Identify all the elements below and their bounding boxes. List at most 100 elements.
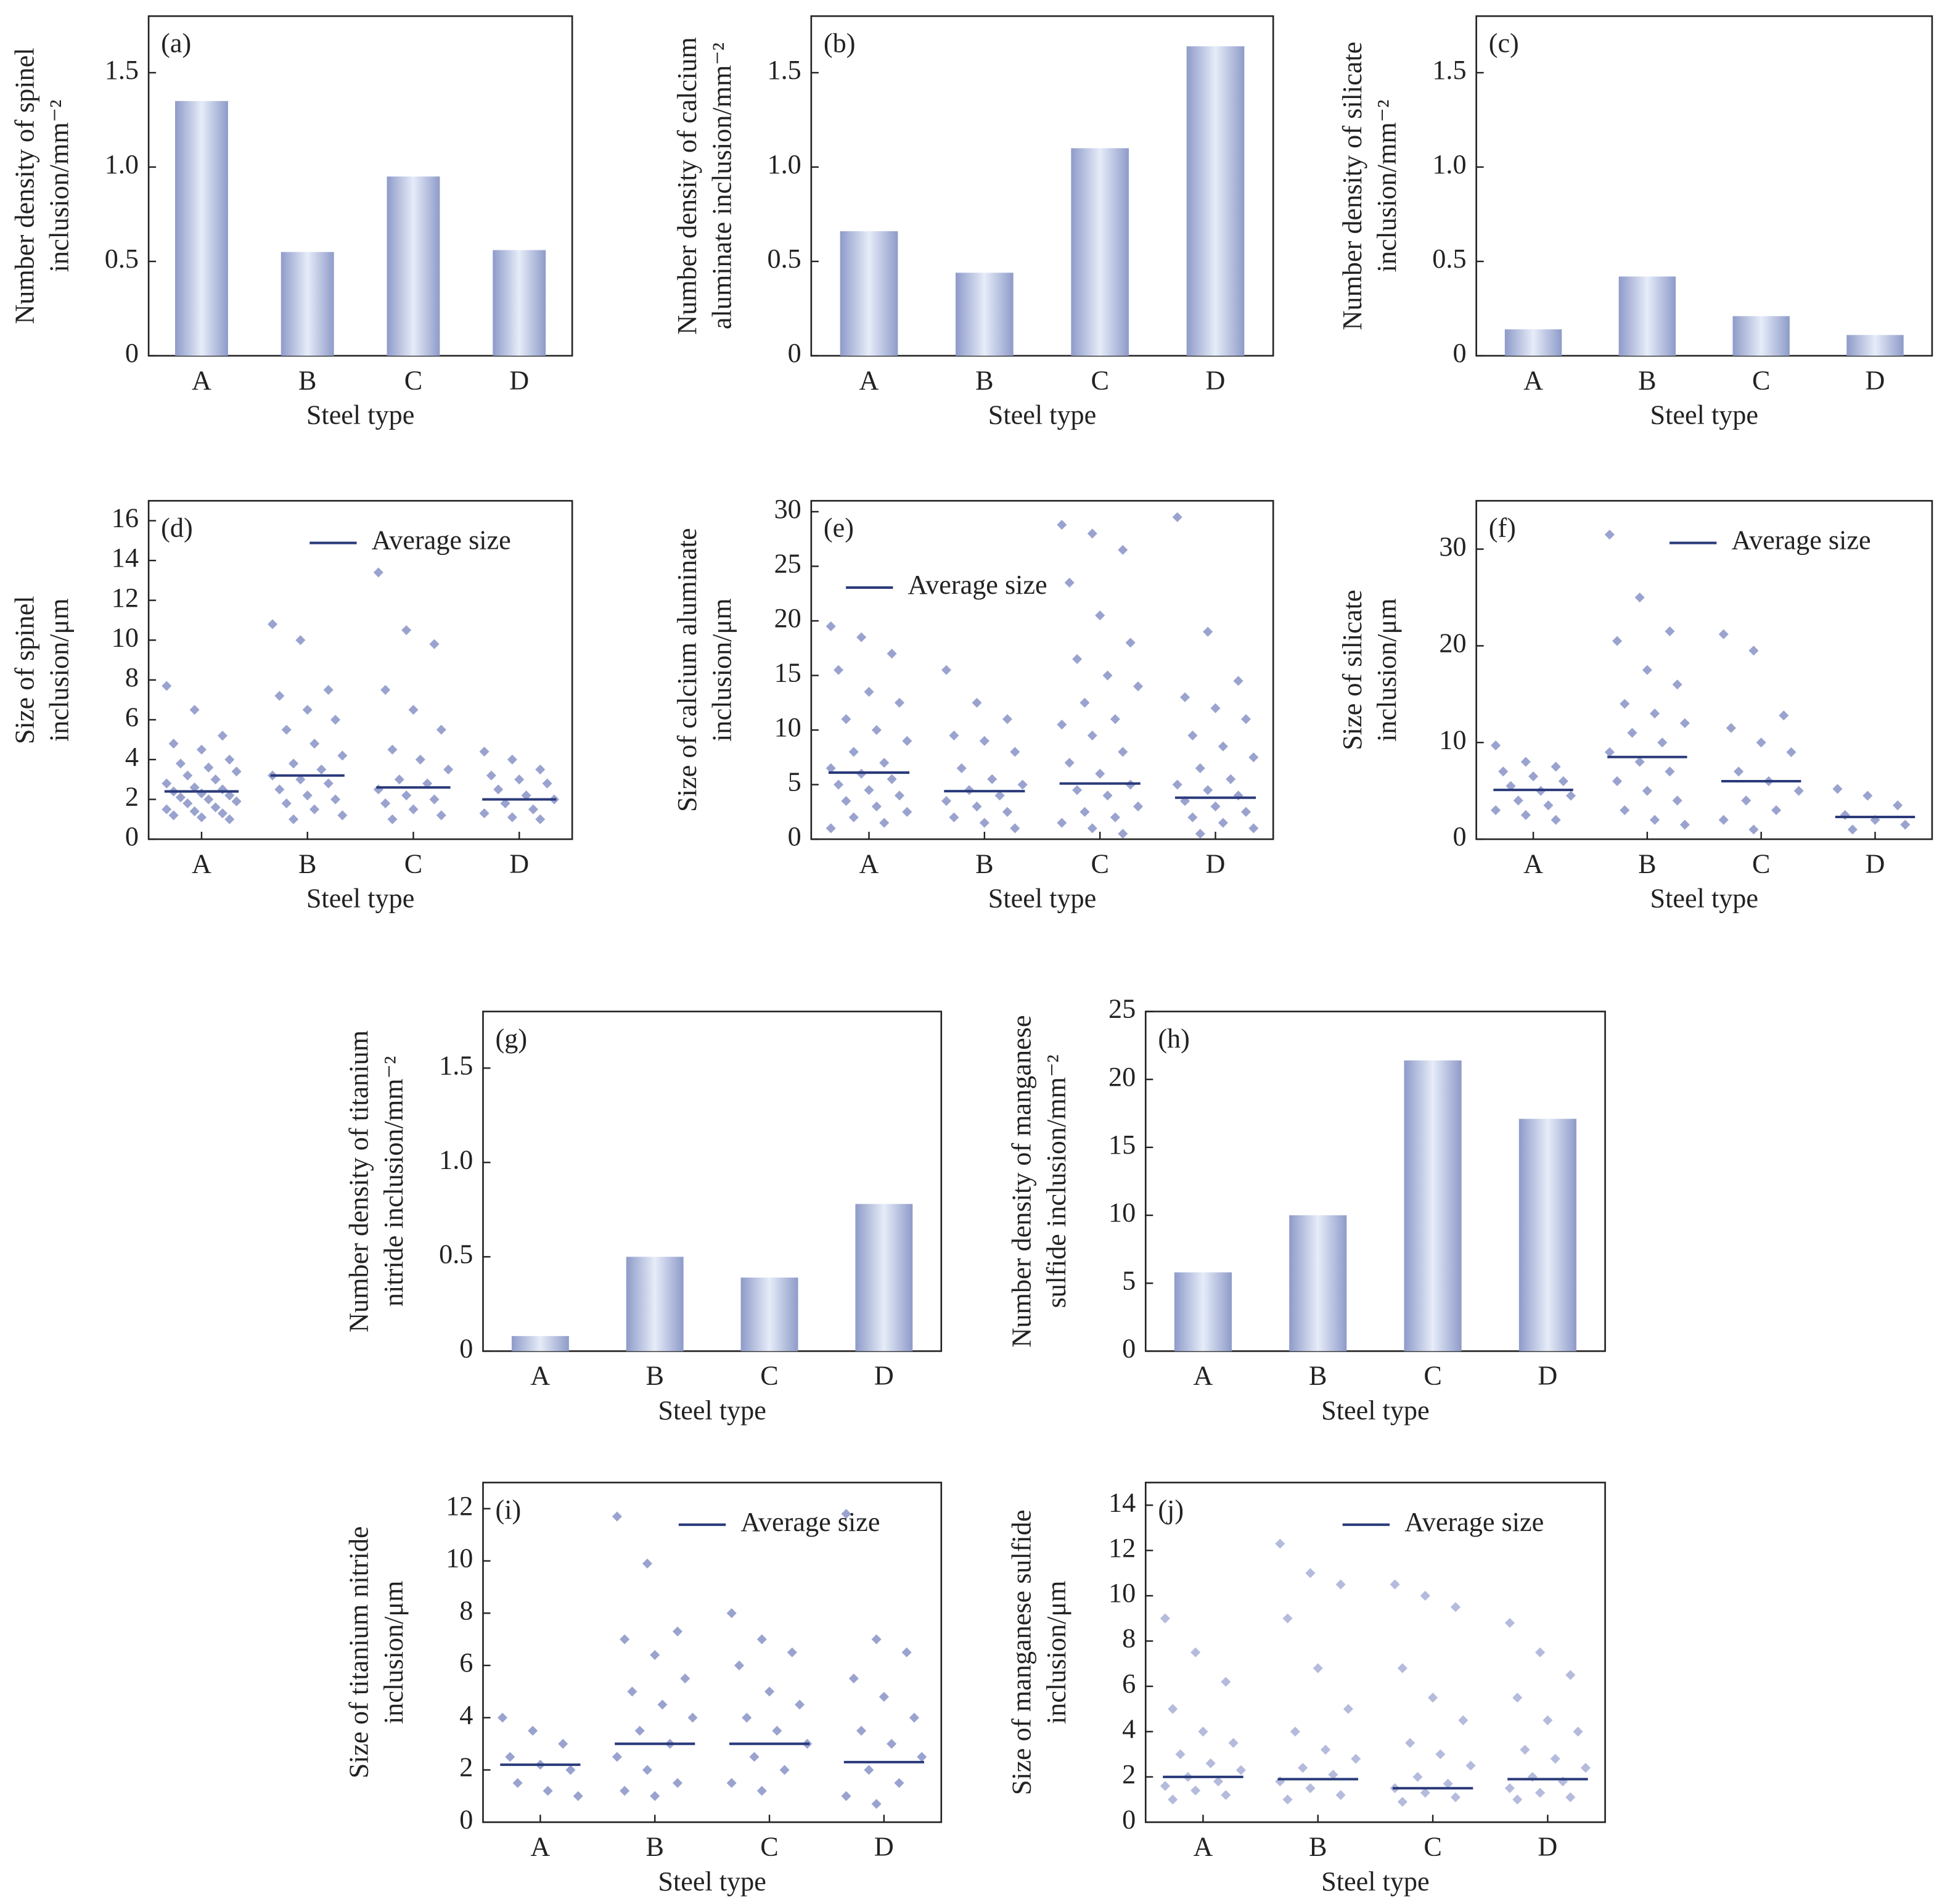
point [1551,815,1561,825]
point [1520,1744,1530,1755]
y-tick-label: 6 [1122,1668,1136,1699]
y-axis-label: inclusion/μm [44,598,75,742]
point [507,754,517,765]
point [1275,1538,1285,1549]
point [302,790,313,801]
point [1351,1754,1361,1764]
y-tick-label: 10 [446,1543,473,1574]
x-tick-label: C [1424,1832,1441,1862]
y-tick-label: 0.5 [768,244,801,274]
point [680,1673,690,1684]
point [498,1712,508,1723]
y-tick-label: 0.5 [105,244,139,274]
point [1160,1613,1170,1623]
x-axis-label: Steel type [658,1395,766,1426]
point [894,697,905,708]
point [330,715,341,725]
point [1793,786,1804,796]
point [987,774,998,784]
x-axis-label: Steel type [658,1866,766,1897]
point [1672,795,1682,806]
point [1210,703,1221,713]
plot-frame [1475,15,1933,357]
point [1397,1797,1407,1807]
y-tick-label: 12 [112,583,139,613]
point [1133,681,1144,692]
y-tick-label: 0 [125,821,139,851]
x-tick-label: B [1638,365,1656,395]
x-tick-label: B [1309,1832,1327,1862]
point [856,632,867,642]
y-tick-label: 0 [788,821,801,851]
point [415,754,425,765]
point [394,774,404,785]
point [1282,1613,1293,1623]
point [162,804,172,815]
panel-label: (i) [496,1495,522,1525]
y-axis-label: Number density of manganese [1007,1015,1037,1347]
y-tick-label: 2 [125,782,139,812]
point [1748,646,1759,656]
y-tick-label: 4 [459,1700,473,1730]
point [479,746,490,757]
y-tick-label: 15 [1108,1130,1136,1160]
y-axis-label: sulfide inclusion/mm⁻² [1041,1054,1071,1308]
point [1305,1568,1316,1578]
point [543,1786,553,1796]
x-tick-label: C [1091,848,1108,879]
plot-frame [482,1482,943,1823]
point [507,812,517,823]
point [1198,1726,1208,1737]
point [1756,737,1766,748]
bar [1846,335,1904,356]
point [1650,708,1660,719]
plot-frame [147,15,573,357]
panel: (b) 0 0.5 1.0 1.5 Number density of calcium al… [672,15,1274,430]
point [1226,774,1236,784]
point [894,790,905,801]
point [1412,1771,1423,1782]
point [779,1765,790,1775]
y-axis-label: inclusion/mm⁻² [44,100,75,273]
point [742,1712,752,1723]
point [1002,806,1012,817]
y-tick-label: 6 [459,1648,473,1678]
point [1168,1794,1178,1805]
x-tick-label: D [1206,365,1226,395]
x-axis-label: Steel type [306,400,414,430]
point [1550,1754,1560,1764]
point [182,770,193,781]
point [672,1778,683,1788]
x-tick-label: A [1523,848,1543,879]
point [642,1558,652,1569]
legend-label: Average size [908,570,1047,600]
x-tick-label: B [645,1361,663,1391]
point [1072,785,1083,795]
point [1620,699,1630,709]
y-tick-label: 2 [1122,1759,1136,1789]
point [1298,1763,1308,1773]
panel: (a) 0 0.5 1.0 1.5 Number density of spinel inc… [9,15,573,430]
point [1248,823,1259,834]
point [1190,1647,1201,1657]
point [1771,805,1782,816]
x-tick-label: D [874,1361,894,1391]
point [274,784,285,795]
point [1450,1602,1461,1612]
point [902,806,912,817]
point [443,765,454,775]
point [972,697,982,708]
point [1862,790,1873,801]
point [1110,812,1120,823]
point [1604,747,1615,757]
point [1734,766,1744,777]
x-axis-label: Steel type [1650,400,1758,430]
point [672,1626,683,1637]
point [1010,747,1020,757]
plot-frame [810,499,1274,840]
bar [1732,316,1790,356]
x-tick-label: B [645,1832,663,1862]
point [217,731,227,741]
x-tick-label: B [298,365,316,395]
